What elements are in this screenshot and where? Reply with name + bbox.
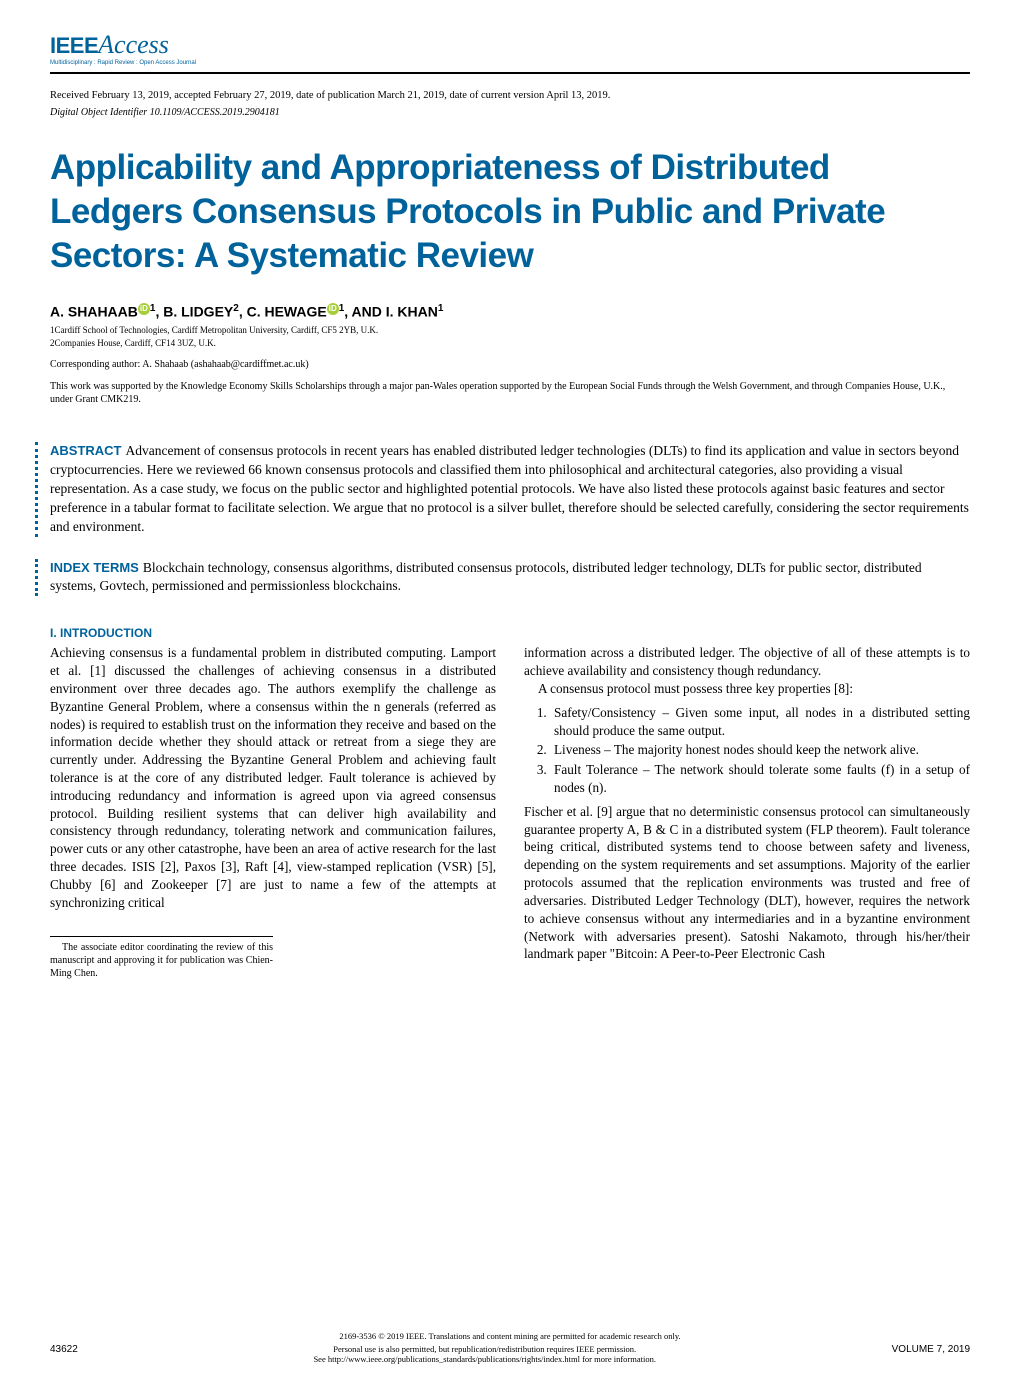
- affiliation-1: 1Cardiff School of Technologies, Cardiff…: [50, 324, 970, 337]
- property-3: Fault Tolerance – The network should tol…: [550, 761, 970, 797]
- property-2: Liveness – The majority honest nodes sho…: [550, 741, 970, 759]
- affiliation-2: 2Companies House, Cardiff, CF14 3UZ, U.K…: [50, 337, 970, 350]
- logo-access-text: Access: [98, 30, 169, 59]
- index-terms-text: Blockchain technology, consensus algorit…: [50, 560, 922, 594]
- orcid-icon: iD: [138, 303, 150, 315]
- received-dates: Received February 13, 2019, accepted Feb…: [50, 90, 970, 101]
- index-terms-block: INDEX TERMS Blockchain technology, conse…: [35, 559, 970, 597]
- license-line-2: Personal use is also permitted, but repu…: [333, 1344, 636, 1354]
- left-column: Achieving consensus is a fundamental pro…: [50, 644, 496, 979]
- orcid-icon: iD: [327, 303, 339, 315]
- author-4-affil: 1: [438, 303, 444, 314]
- corresponding-author: Corresponding author: A. Shahaab (ashaha…: [50, 359, 970, 370]
- intro-paragraph-2: information across a distributed ledger.…: [524, 644, 970, 680]
- logo-ieee-text: IEEE: [50, 33, 98, 58]
- section-1-header: I. INTRODUCTION: [50, 626, 970, 640]
- author-1: A. SHAHAAB: [50, 304, 138, 320]
- index-terms-label: INDEX TERMS: [50, 560, 139, 575]
- author-list: A. SHAHAABiD1, B. LIDGEY2, C. HEWAGEiD1,…: [50, 303, 970, 320]
- author-3: , C. HEWAGE: [239, 304, 327, 320]
- abstract-label: ABSTRACT: [50, 443, 122, 458]
- license-line-1: 2169-3536 © 2019 IEEE. Translations and …: [50, 1331, 970, 1341]
- journal-logo: IEEEAccess Multidisciplinary : Rapid Rev…: [50, 30, 970, 66]
- funding-statement: This work was supported by the Knowledge…: [50, 380, 970, 406]
- article-title: Applicability and Appropriateness of Dis…: [50, 146, 970, 277]
- license-line-3: See http://www.ieee.org/publications_sta…: [313, 1354, 656, 1364]
- logo-tagline: Multidisciplinary : Rapid Review : Open …: [50, 60, 970, 66]
- page-footer: 2169-3536 © 2019 IEEE. Translations and …: [50, 1331, 970, 1366]
- right-column: information across a distributed ledger.…: [524, 644, 970, 979]
- doi-line: Digital Object Identifier 10.1109/ACCESS…: [50, 107, 970, 118]
- properties-intro: A consensus protocol must possess three …: [524, 680, 970, 698]
- header-rule: [50, 72, 970, 74]
- associate-editor-note: The associate editor coordinating the re…: [50, 936, 273, 980]
- author-2: , B. LIDGEY: [155, 304, 233, 320]
- abstract-text: Advancement of consensus protocols in re…: [50, 443, 969, 534]
- intro-paragraph-1: Achieving consensus is a fundamental pro…: [50, 644, 496, 911]
- volume-info: VOLUME 7, 2019: [892, 1344, 970, 1366]
- flp-paragraph: Fischer et al. [9] argue that no determi…: [524, 803, 970, 963]
- page-number: 43622: [50, 1344, 78, 1366]
- body-columns: Achieving consensus is a fundamental pro…: [50, 644, 970, 979]
- abstract-block: ABSTRACT Advancement of consensus protoc…: [35, 442, 970, 536]
- author-4: , AND I. KHAN: [344, 304, 438, 320]
- property-1: Safety/Consistency – Given some input, a…: [550, 704, 970, 740]
- properties-list: Safety/Consistency – Given some input, a…: [550, 704, 970, 797]
